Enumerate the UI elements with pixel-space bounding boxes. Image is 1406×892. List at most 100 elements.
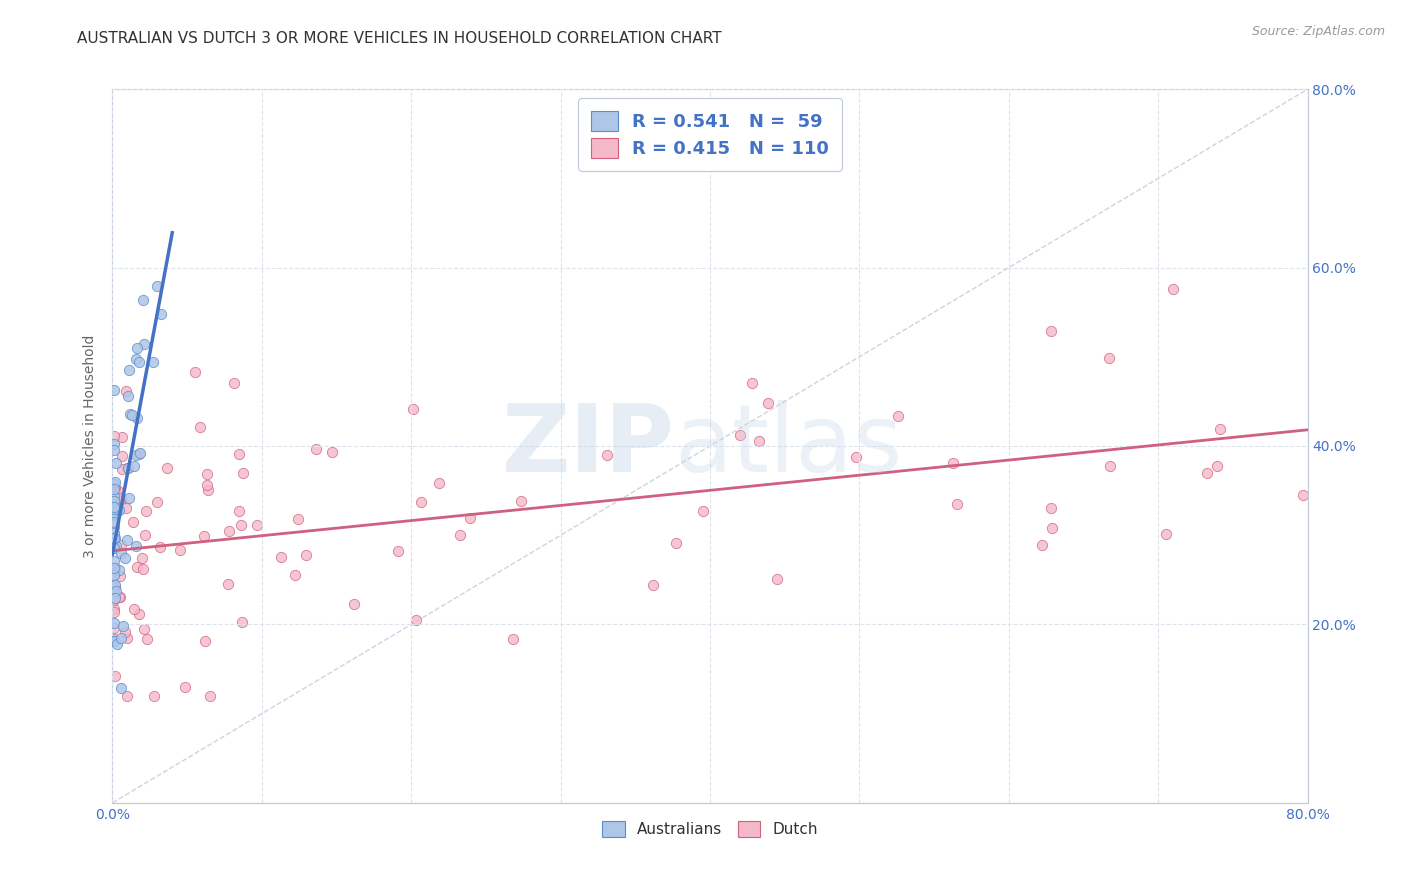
Point [387,544,409,558]
Point [103,429,125,443]
Point [103,500,125,514]
Point [103,554,125,568]
Point [174,680,197,694]
Point [845,450,868,464]
Point [146,494,169,508]
Point [103,580,125,594]
Point [104,475,127,490]
Point [120,407,142,421]
Point [135,632,157,647]
Point [125,411,148,425]
Point [128,447,150,461]
Point [287,512,309,526]
Point [103,493,125,508]
Point [103,591,125,606]
Point [665,536,688,550]
Point [149,541,172,555]
Point [118,363,141,377]
Point [135,504,157,518]
Point [117,689,139,703]
Text: Source: ZipAtlas.com: Source: ZipAtlas.com [1251,25,1385,38]
Point [132,622,155,636]
Point [134,527,156,541]
Text: AUSTRALIAN VS DUTCH 3 OR MORE VEHICLES IN HOUSEHOLD CORRELATION CHART: AUSTRALIAN VS DUTCH 3 OR MORE VEHICLES I… [77,31,721,46]
Point [114,384,136,398]
Point [125,448,148,462]
Point [146,278,169,293]
Point [231,615,253,630]
Point [114,551,136,566]
Point [107,484,129,499]
Point [155,460,177,475]
Point [449,527,471,541]
Point [104,531,127,545]
Point [125,539,148,553]
Point [217,577,239,591]
Point [110,631,132,645]
Point [104,502,127,516]
Point [1205,459,1227,474]
Point [122,516,145,530]
Point [169,543,191,558]
Point [229,518,252,533]
Point [103,592,125,607]
Point [1197,466,1219,480]
Point [104,480,127,494]
Point [117,491,139,505]
Y-axis label: 3 or more Vehicles in Household: 3 or more Vehicles in Household [83,334,97,558]
Point [103,541,125,555]
Point [194,633,217,648]
Point [115,533,138,547]
Point [1209,422,1232,436]
Point [143,689,166,703]
Point [107,503,129,517]
Point [197,483,219,497]
Text: atlas: atlas [675,400,903,492]
Point [183,365,205,379]
Point [108,569,131,583]
Point [402,401,425,416]
Point [103,531,125,545]
Point [284,568,307,582]
Point [103,508,125,522]
Point [409,495,432,509]
Legend: Australians, Dutch: Australians, Dutch [595,814,825,845]
Point [103,482,125,496]
Point [222,376,245,390]
Point [150,307,173,321]
Point [1031,538,1053,552]
Point [294,548,316,562]
Point [1098,351,1121,365]
Point [1040,324,1063,338]
Point [103,605,125,619]
Point [1040,500,1063,515]
Point [110,546,132,560]
Point [103,442,125,457]
Point [343,597,366,611]
Point [1156,527,1178,541]
Point [427,476,450,491]
Point [111,430,134,444]
Point [270,549,292,564]
Point [132,562,155,576]
Point [103,615,125,630]
Point [103,520,125,534]
Point [115,501,138,516]
Text: ZIP: ZIP [502,400,675,492]
Point [108,491,131,506]
Point [103,502,125,516]
Point [129,446,152,460]
Point [112,618,135,632]
Point [502,632,524,647]
Point [766,572,789,586]
Point [103,632,125,647]
Point [117,389,139,403]
Point [321,444,343,458]
Point [124,602,146,616]
Point [108,563,131,577]
Point [1098,458,1121,473]
Point [125,341,148,355]
Point [128,355,150,369]
Point [110,590,132,604]
Point [103,525,125,540]
